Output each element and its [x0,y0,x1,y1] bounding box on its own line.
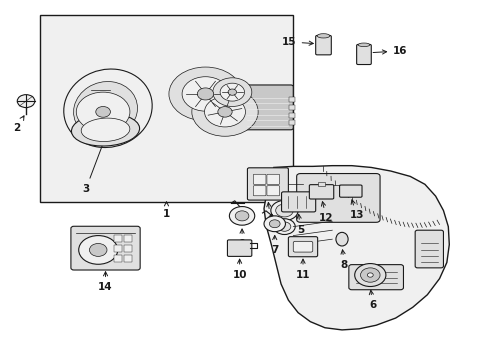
Circle shape [273,219,295,234]
Circle shape [229,207,254,225]
Circle shape [76,92,130,132]
Text: 7: 7 [270,235,278,255]
Circle shape [204,97,245,127]
Ellipse shape [335,232,347,246]
Circle shape [220,83,244,101]
Text: 6: 6 [368,290,376,310]
Circle shape [79,235,118,264]
FancyBboxPatch shape [253,186,265,196]
Circle shape [217,107,232,117]
Text: 11: 11 [295,259,309,280]
Polygon shape [264,166,448,330]
Ellipse shape [81,118,130,141]
FancyBboxPatch shape [247,168,288,200]
FancyBboxPatch shape [315,36,330,55]
Ellipse shape [317,34,329,38]
Text: 2: 2 [13,116,24,132]
Bar [40,15,293,202]
Circle shape [17,95,35,108]
Circle shape [360,268,379,282]
Circle shape [197,88,213,100]
Circle shape [227,89,236,95]
Text: 1: 1 [163,202,170,219]
Bar [114,244,122,252]
Circle shape [354,264,385,287]
FancyBboxPatch shape [227,240,251,256]
Circle shape [275,204,293,217]
Ellipse shape [63,69,152,148]
Text: 9: 9 [238,229,245,249]
FancyBboxPatch shape [266,174,279,184]
Ellipse shape [357,43,369,46]
Text: 12: 12 [319,202,333,223]
Bar [124,244,132,252]
Bar [289,113,295,118]
Text: 10: 10 [232,259,246,280]
Bar [289,97,295,102]
Circle shape [264,216,285,231]
FancyBboxPatch shape [281,192,315,212]
FancyBboxPatch shape [288,237,317,257]
FancyBboxPatch shape [71,226,140,270]
Bar [114,234,122,242]
Circle shape [212,78,251,107]
Circle shape [96,107,110,117]
Circle shape [89,243,107,256]
Ellipse shape [73,81,137,139]
FancyBboxPatch shape [242,85,293,130]
Text: 3: 3 [82,141,104,194]
Bar [289,105,295,110]
Circle shape [235,211,248,221]
FancyBboxPatch shape [356,44,370,64]
Text: 8: 8 [340,250,347,270]
FancyBboxPatch shape [348,265,403,290]
Circle shape [168,67,242,121]
Circle shape [182,77,228,111]
Circle shape [366,273,372,277]
FancyBboxPatch shape [266,186,279,196]
Ellipse shape [71,113,139,146]
Bar [114,255,122,262]
Bar [124,255,132,262]
FancyBboxPatch shape [414,230,443,268]
Text: 16: 16 [372,46,407,56]
Circle shape [270,201,298,221]
Circle shape [278,222,290,231]
Bar [124,234,132,242]
Bar [289,121,295,126]
Bar [317,182,325,186]
FancyBboxPatch shape [293,241,312,252]
Circle shape [191,87,258,136]
FancyBboxPatch shape [253,174,265,184]
Text: 5: 5 [296,214,304,235]
Text: 13: 13 [349,200,363,220]
FancyBboxPatch shape [309,185,333,199]
Text: 4: 4 [266,202,273,224]
Text: 15: 15 [282,37,313,47]
Text: 14: 14 [98,272,113,292]
FancyBboxPatch shape [296,174,379,222]
Circle shape [269,220,280,228]
FancyBboxPatch shape [339,185,361,197]
